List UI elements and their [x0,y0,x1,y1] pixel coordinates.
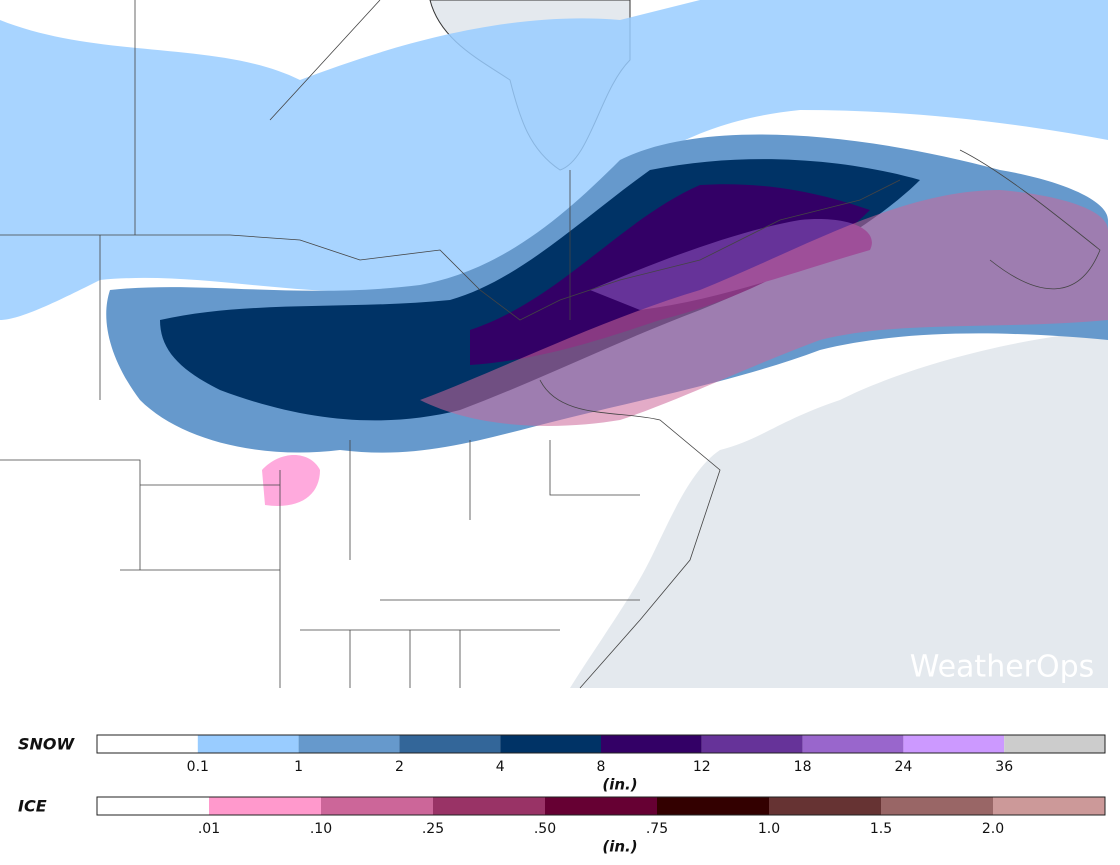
legend-label: 2.0 [982,821,1004,837]
map: WeatherOps [0,0,1108,689]
legend-swatch [321,797,433,815]
legend-swatch [881,797,993,815]
legend-label: .01 [198,821,220,837]
legend-label: 2 [395,759,404,775]
legend-label: 24 [894,759,912,775]
legend-label: 8 [597,759,606,775]
legend-swatch [769,797,881,815]
legend-label: 1 [294,759,303,775]
legend-swatch [209,797,321,815]
legend-label: 0.1 [187,759,209,775]
watermark: WeatherOps [910,650,1095,685]
legend-label: 1.5 [870,821,892,837]
legend-swatch [399,735,501,753]
legend-swatch [433,797,545,815]
legend-label: .50 [534,821,556,837]
legend-swatch [197,735,299,753]
legend-unit: (in.) [602,776,637,794]
legend-label: 12 [693,759,711,775]
legend-label: 4 [496,759,505,775]
legend-title: ICE [18,797,47,816]
legend-label: 36 [995,759,1013,775]
legend-swatch [657,797,769,815]
borders [0,0,1101,689]
legend-label: .25 [422,821,444,837]
legend-swatch [601,735,702,753]
legend-label: 1.0 [758,821,780,837]
legend-swatch [701,735,803,753]
legend-label: .10 [310,821,332,837]
legend-label: .75 [646,821,668,837]
legend-swatch [545,797,657,815]
legend-swatch [903,735,1005,753]
legend-frame [96,734,1106,754]
legend-title: SNOW [18,735,76,754]
legend-swatch [993,797,1105,815]
legend-swatch [500,735,601,753]
snow-light [0,0,1108,320]
legend-swatch [1004,735,1105,753]
legend-swatch [298,735,400,753]
legend-swatch [97,735,198,753]
ice-zone [420,190,1108,426]
ice-spot [262,455,320,506]
legend-frame [96,796,1106,816]
snow-12-18 [590,219,872,310]
legend-unit: (in.) [602,838,637,856]
legend-label: 18 [794,759,812,775]
legend-swatch [97,797,209,815]
legend-swatch [802,735,904,753]
